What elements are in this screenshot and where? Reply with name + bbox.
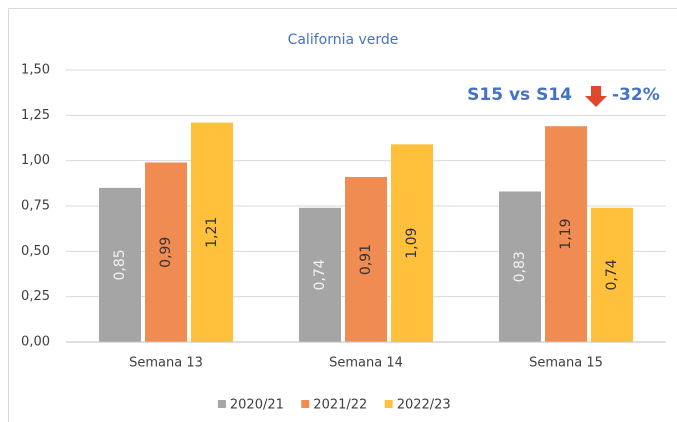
y-tick-label: 1,50: [21, 63, 50, 78]
legend-label: 2020/21: [230, 398, 284, 413]
annotation-text: S15 vs S14: [467, 85, 572, 105]
bar: [299, 207, 341, 342]
value-label: 0,74: [312, 259, 328, 290]
y-tick-label: 0,75: [21, 199, 50, 214]
y-tick-label: 0,50: [21, 244, 50, 259]
legend-swatch: [301, 400, 310, 408]
bar: [391, 144, 433, 342]
down-arrow-icon: [585, 86, 607, 107]
bar: [345, 176, 387, 342]
bar: [499, 191, 541, 342]
x-tick-label: Semana 14: [329, 356, 403, 371]
bar: [99, 187, 141, 342]
value-label: 1,21: [204, 217, 220, 248]
y-tick-label: 0,00: [21, 335, 50, 350]
y-tick-label: 0,25: [21, 289, 50, 304]
bar: [545, 126, 587, 342]
value-label: 0,83: [512, 251, 528, 282]
value-label: 0,99: [158, 237, 174, 268]
y-tick-label: 1,25: [21, 108, 50, 123]
value-label: 0,74: [604, 259, 620, 290]
legend-swatch: [384, 400, 393, 408]
bar: [191, 122, 233, 342]
value-label: 0,85: [112, 249, 128, 280]
chart-title: California verde: [288, 32, 399, 48]
value-label: 0,91: [358, 244, 374, 275]
x-tick-label: Semana 15: [529, 356, 603, 371]
legend-swatch: [217, 400, 226, 408]
y-tick-label: 1,00: [21, 153, 50, 168]
annotation-change: -32%: [612, 85, 660, 105]
bar: [591, 207, 633, 342]
legend-label: 2021/22: [313, 398, 367, 413]
value-label: 1,09: [404, 228, 420, 259]
value-label: 1,19: [558, 219, 574, 250]
bar: [145, 162, 187, 342]
x-tick-label: Semana 13: [129, 356, 203, 371]
legend-label: 2022/23: [397, 398, 451, 413]
